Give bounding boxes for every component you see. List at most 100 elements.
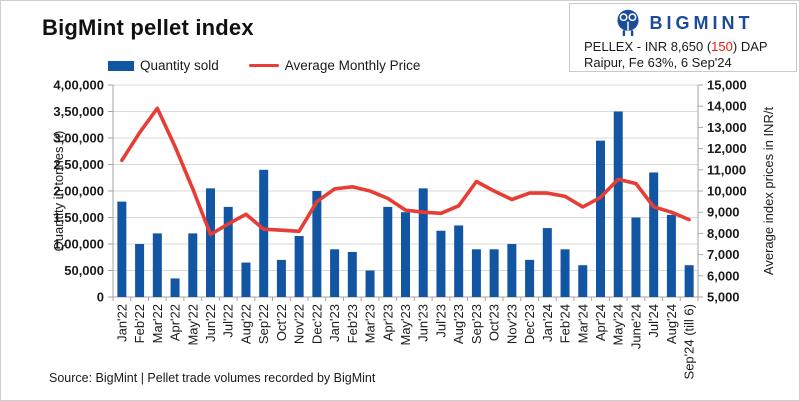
svg-text:0: 0 [97, 290, 104, 305]
bar-Aug'24 [666, 214, 676, 297]
left-axis-ticks: 4,00,000 3,50,000 3,00,000 2,50,000 2,00,000… [53, 78, 113, 305]
bar-Nov'22 [294, 236, 304, 297]
bigmint-people-icon [616, 9, 639, 37]
svg-text:3,00,000: 3,00,000 [53, 131, 104, 146]
price-change-value: 150 [711, 39, 733, 54]
svg-text:June'24: June'24 [628, 304, 643, 349]
bar-Aug'22 [241, 262, 251, 297]
bar-Mar'22 [152, 233, 162, 297]
svg-text:1,00,000: 1,00,000 [53, 237, 104, 252]
bar-Dec'23 [525, 259, 535, 297]
bar-June'24 [631, 217, 641, 297]
bar-Jun'22 [206, 188, 215, 297]
chart-legend: Quantity sold Average Monthly Price [108, 58, 420, 73]
svg-text:Aug'23: Aug'23 [451, 304, 466, 344]
svg-text:Jan'24: Jan'24 [540, 304, 555, 342]
bar-Apr'22 [170, 278, 180, 297]
svg-text:Jul'22: Jul'22 [221, 304, 236, 338]
bar-May'23 [401, 212, 410, 297]
svg-text:Sep'22: Sep'22 [256, 304, 271, 344]
bar-Nov'23 [507, 244, 517, 297]
svg-text:Apr'23: Apr'23 [380, 304, 395, 341]
svg-text:May'22: May'22 [185, 304, 200, 346]
bar-Jan'24 [542, 228, 552, 297]
svg-text:7,000: 7,000 [707, 247, 740, 262]
svg-text:2,50,000: 2,50,000 [53, 157, 104, 172]
svg-text:1,50,000: 1,50,000 [53, 210, 104, 225]
svg-text:11,000: 11,000 [707, 162, 746, 177]
bar-Feb'24 [560, 249, 570, 297]
legend-average-price: Average Monthly Price [248, 58, 421, 73]
svg-text:Jul'23: Jul'23 [433, 304, 448, 338]
svg-text:Jul'24: Jul'24 [646, 304, 661, 338]
svg-text:8,000: 8,000 [707, 226, 740, 241]
bar-Sep'24 (till 6) [684, 265, 694, 297]
legend-label: Average Monthly Price [284, 58, 421, 73]
bar-Jul'22 [223, 206, 233, 297]
bar-Oct'23 [489, 249, 499, 297]
bar-Feb'22 [135, 244, 145, 297]
source-note: Source: BigMint | Pellet trade volumes r… [49, 371, 376, 385]
svg-text:Jan'23: Jan'23 [327, 304, 342, 342]
pellex-price-line: PELLEX - INR 8,650 (150) DAP [584, 39, 768, 54]
svg-text:13,000: 13,000 [707, 120, 747, 135]
svg-text:Jun'23: Jun'23 [416, 304, 431, 342]
bar-Mar'23 [365, 270, 375, 297]
svg-text:14,000: 14,000 [707, 99, 747, 114]
bar-Aug'23 [454, 225, 464, 297]
bar-Jan'22 [117, 201, 127, 297]
right-axis-title: Average index prices in INR/t [761, 107, 776, 276]
bar-Sep'23 [471, 249, 481, 297]
bigmint-logo: BIGMINT [570, 7, 796, 39]
bar-Jun'23 [418, 188, 428, 297]
svg-text:9,000: 9,000 [707, 205, 740, 220]
svg-text:Feb'23: Feb'23 [345, 304, 360, 343]
svg-text:4,00,000: 4,00,000 [53, 78, 104, 93]
svg-text:2,00,000: 2,00,000 [53, 184, 104, 199]
svg-text:Oct'22: Oct'22 [274, 304, 289, 341]
svg-text:Apr'22: Apr'22 [168, 304, 183, 341]
svg-text:12,000: 12,000 [707, 141, 747, 156]
pellex-info-box: BIGMINT PELLEX - INR 8,650 (150) DAP Rai… [569, 3, 797, 72]
svg-text:5,000: 5,000 [707, 290, 740, 305]
svg-text:May'23: May'23 [398, 304, 413, 346]
bar-May'24 [613, 111, 623, 297]
bar-Apr'23 [383, 206, 393, 297]
svg-text:15,000: 15,000 [707, 78, 747, 93]
svg-text:Aug'22: Aug'22 [238, 304, 253, 344]
svg-text:50,000: 50,000 [64, 263, 104, 278]
bar-swatch-icon [108, 60, 134, 71]
svg-text:Dec'22: Dec'22 [309, 304, 324, 344]
svg-text:3,50,000: 3,50,000 [53, 104, 104, 119]
svg-text:Sep'23: Sep'23 [469, 304, 484, 344]
legend-quantity-sold: Quantity sold [108, 58, 219, 73]
pellex-spec-line: Raipur, Fe 63%, 6 Sep'24 [584, 55, 732, 70]
average-price-line [120, 106, 691, 237]
svg-text:Jun'22: Jun'22 [203, 304, 218, 342]
legend-label: Quantity sold [140, 58, 219, 73]
svg-text:Nov'22: Nov'22 [292, 304, 307, 344]
svg-text:Apr'24: Apr'24 [593, 304, 608, 341]
svg-text:Jan'22: Jan'22 [114, 304, 129, 342]
bar-Feb'23 [347, 251, 357, 297]
svg-text:Mar'24: Mar'24 [575, 304, 590, 343]
bar-Sep'22 [259, 169, 269, 297]
x-axis-labels: Jan'22 Feb'22 Mar'22 Apr'22 May'22 Jun'22 Jul'… [114, 304, 696, 379]
svg-text:Oct'23: Oct'23 [487, 304, 502, 341]
svg-text:Feb'24: Feb'24 [558, 304, 573, 343]
bar-May'22 [188, 233, 198, 297]
svg-text:Dec'23: Dec'23 [522, 304, 537, 344]
bar-Oct'22 [276, 259, 286, 297]
bigmint-logo-text: BIGMINT [649, 12, 754, 33]
right-axis-ticks: 15,000 14,000 13,000 12,000 11,000 10,000 9,00… [698, 78, 747, 305]
svg-text:6,000: 6,000 [707, 268, 740, 283]
bar-Jul'23 [436, 230, 446, 297]
svg-text:Mar'23: Mar'23 [363, 304, 378, 343]
svg-text:May'24: May'24 [611, 304, 626, 346]
bar-Mar'24 [578, 265, 588, 297]
bar-Dec'22 [312, 191, 322, 297]
svg-text:Nov'23: Nov'23 [504, 304, 519, 344]
svg-text:Sep'24 (till 6): Sep'24 (till 6) [682, 304, 697, 379]
